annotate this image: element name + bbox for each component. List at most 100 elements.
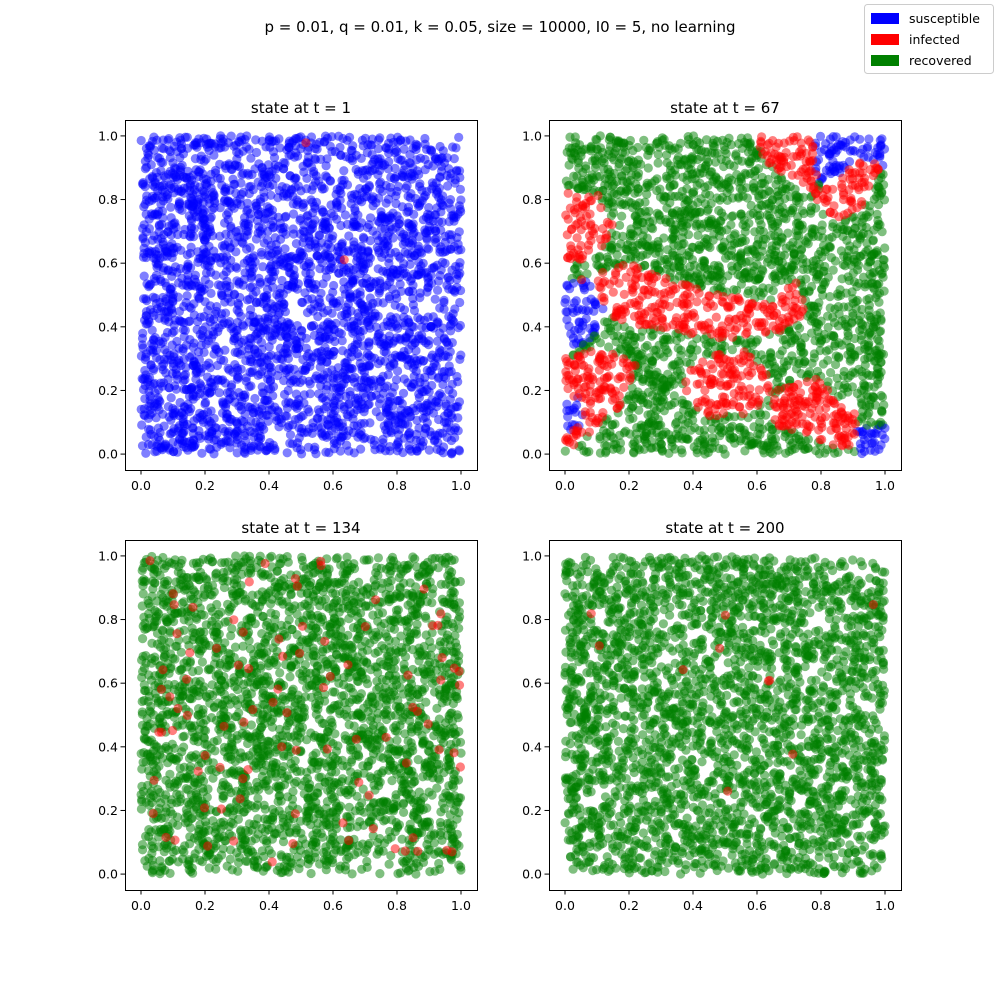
point-susceptible — [385, 294, 395, 304]
point-recovered — [611, 439, 621, 449]
point-susceptible — [206, 288, 216, 298]
point-recovered — [860, 360, 870, 370]
point-recovered — [767, 241, 777, 251]
point-susceptible — [321, 447, 331, 457]
point-susceptible — [169, 141, 179, 151]
point-susceptible — [140, 164, 150, 174]
point-susceptible — [379, 341, 389, 351]
point-susceptible — [433, 431, 443, 441]
point-susceptible — [282, 411, 292, 421]
point-recovered — [762, 210, 772, 220]
point-susceptible — [141, 432, 151, 442]
point-susceptible — [395, 279, 405, 289]
x-tick-label: 0.8 — [387, 478, 407, 493]
point-recovered — [632, 423, 642, 433]
point-susceptible — [276, 331, 286, 341]
point-susceptible — [445, 244, 456, 254]
point-susceptible — [590, 300, 600, 310]
point-susceptible — [282, 448, 292, 458]
point-susceptible — [183, 445, 193, 455]
point-susceptible — [150, 447, 160, 457]
point-susceptible — [442, 337, 452, 348]
point-recovered — [577, 440, 587, 450]
point-recovered — [682, 357, 692, 367]
point-susceptible — [214, 323, 224, 333]
point-susceptible — [350, 189, 360, 199]
point-susceptible — [238, 146, 248, 156]
point-recovered — [720, 449, 730, 459]
point-recovered — [688, 352, 698, 362]
point-susceptible — [870, 147, 880, 158]
point-susceptible — [821, 165, 832, 175]
point-recovered — [695, 178, 705, 188]
point-susceptible — [876, 440, 886, 450]
point-susceptible — [443, 181, 453, 191]
point-susceptible — [321, 272, 331, 282]
point-recovered — [803, 369, 814, 380]
point-recovered — [621, 426, 631, 436]
point-susceptible — [244, 317, 254, 327]
point-susceptible — [324, 265, 334, 275]
point-recovered — [732, 170, 742, 180]
point-susceptible — [434, 390, 444, 400]
point-susceptible — [138, 223, 148, 234]
point-susceptible — [329, 280, 339, 291]
point-susceptible — [381, 180, 391, 191]
point-susceptible — [420, 191, 430, 201]
point-susceptible — [339, 404, 349, 414]
point-susceptible — [225, 443, 235, 453]
point-recovered — [725, 160, 735, 170]
point-susceptible — [187, 281, 197, 291]
legend-swatch-recovered — [871, 55, 899, 66]
point-recovered — [857, 222, 867, 232]
point-recovered — [777, 346, 787, 356]
point-recovered — [852, 295, 863, 305]
point-susceptible — [349, 448, 359, 458]
point-recovered — [661, 427, 671, 437]
point-susceptible — [245, 426, 255, 436]
point-recovered — [809, 353, 819, 363]
y-tick-label: 0.2 — [98, 383, 118, 398]
point-susceptible — [315, 230, 325, 241]
point-recovered — [867, 272, 877, 282]
point-susceptible — [359, 234, 369, 244]
point-susceptible — [220, 345, 230, 355]
point-susceptible — [304, 407, 314, 417]
point-susceptible — [347, 364, 357, 374]
point-recovered — [562, 147, 572, 157]
point-susceptible — [394, 272, 404, 282]
point-susceptible — [288, 209, 299, 219]
point-susceptible — [407, 174, 417, 184]
point-susceptible — [454, 397, 465, 407]
point-susceptible — [272, 415, 282, 426]
point-susceptible — [423, 282, 433, 292]
point-susceptible — [232, 263, 242, 273]
point-susceptible — [383, 370, 393, 380]
point-susceptible — [387, 388, 397, 398]
point-susceptible — [166, 202, 176, 212]
point-susceptible — [200, 220, 210, 230]
point-susceptible — [404, 317, 414, 327]
point-susceptible — [436, 198, 446, 208]
point-susceptible — [281, 398, 291, 408]
point-susceptible — [288, 199, 298, 209]
point-recovered — [736, 250, 746, 260]
point-susceptible — [370, 154, 380, 165]
point-recovered — [590, 156, 600, 166]
point-recovered — [756, 220, 766, 230]
point-susceptible — [242, 255, 252, 266]
point-susceptible — [215, 203, 225, 213]
subplot-grid: state at t = 10.0 0.2 0.4 0.6 0.8 1.00.00.20.… — [98, 99, 902, 913]
point-susceptible — [356, 298, 366, 308]
point-susceptible — [328, 332, 338, 342]
point-susceptible — [149, 401, 159, 411]
point-recovered — [845, 342, 855, 352]
point-susceptible — [196, 155, 206, 165]
point-recovered — [688, 131, 699, 141]
point-recovered — [735, 436, 746, 446]
point-susceptible — [451, 166, 462, 176]
point-susceptible — [184, 317, 194, 327]
point-susceptible — [243, 205, 253, 215]
point-susceptible — [314, 407, 325, 418]
point-susceptible — [399, 165, 409, 175]
